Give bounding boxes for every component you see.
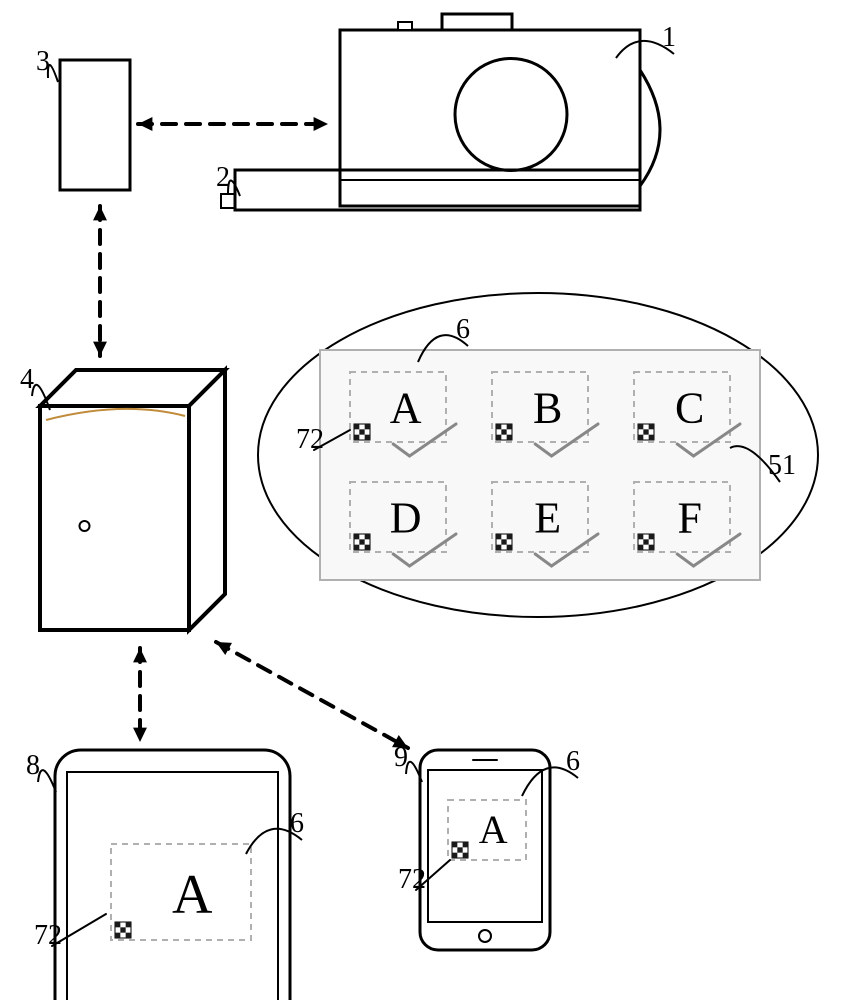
uploader xyxy=(221,170,640,210)
callout: 8 xyxy=(26,750,56,792)
svg-text:72: 72 xyxy=(296,424,324,455)
callout: 1 xyxy=(616,22,676,58)
svg-text:2: 2 xyxy=(216,162,230,193)
remote-phone xyxy=(60,60,130,190)
svg-text:A: A xyxy=(479,807,508,852)
svg-text:3: 3 xyxy=(36,46,50,77)
svg-text:A: A xyxy=(390,383,422,432)
svg-text:6: 6 xyxy=(456,314,470,345)
svg-text:9: 9 xyxy=(394,742,408,773)
svg-text:6: 6 xyxy=(290,808,304,839)
diagram-canvas: A B C D E F A A 1 2 3 4 6 51 72 8 6 72 9 6 72 xyxy=(0,0,847,1000)
camera xyxy=(340,14,660,206)
svg-text:1: 1 xyxy=(662,22,676,53)
svg-text:B: B xyxy=(533,383,562,432)
svg-text:51: 51 xyxy=(768,450,796,481)
callout: 3 xyxy=(36,46,58,82)
svg-text:C: C xyxy=(675,383,704,432)
svg-text:72: 72 xyxy=(34,920,62,951)
tablet: A xyxy=(55,750,290,1000)
svg-text:72: 72 xyxy=(398,864,426,895)
svg-text:E: E xyxy=(534,493,561,542)
svg-text:6: 6 xyxy=(566,746,580,777)
svg-text:D: D xyxy=(390,493,422,542)
server xyxy=(40,370,225,630)
svg-text:A: A xyxy=(172,864,213,926)
svg-text:F: F xyxy=(677,493,701,542)
svg-text:8: 8 xyxy=(26,750,40,781)
svg-text:4: 4 xyxy=(20,364,34,395)
